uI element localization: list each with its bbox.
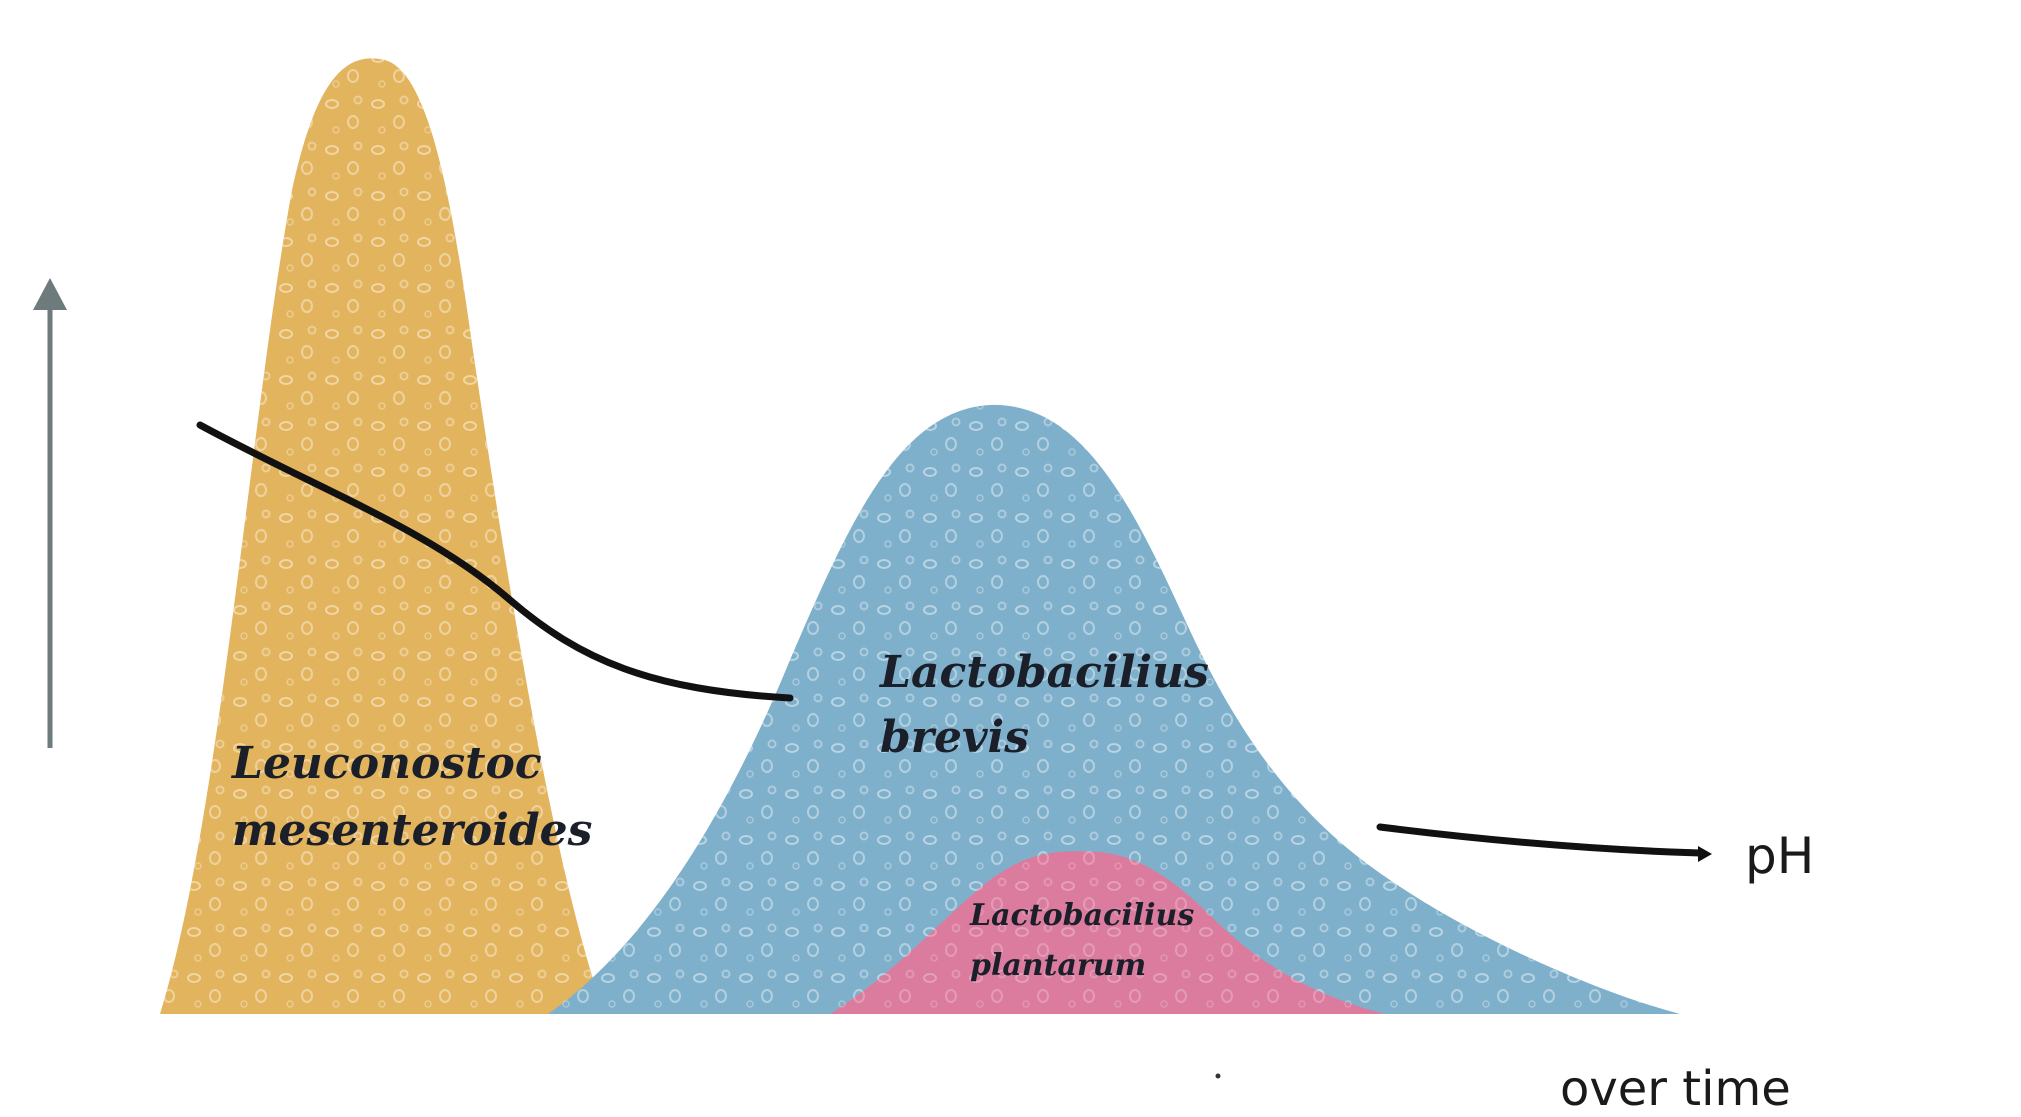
stray-dot — [1215, 1073, 1221, 1079]
vertical-axis-arrow — [33, 278, 67, 748]
ph-curve — [196, 421, 1712, 862]
ph-line-arrowhead — [1698, 846, 1712, 862]
plantarum-label-line2: plantarum — [970, 948, 1146, 983]
leuconostoc-peak — [160, 58, 605, 1015]
plantarum-label-line1: Lactobacilius — [969, 898, 1194, 933]
axis-arrowhead — [33, 278, 67, 310]
ph-label: pH — [1745, 827, 1814, 885]
brevis-peak — [548, 404, 1680, 1014]
brevis-texture — [548, 404, 1680, 1014]
brevis-label-line1: Lactobacilius — [878, 647, 1209, 698]
leuconostoc-label-line2: mesenteroides — [232, 805, 592, 856]
brevis-label-line2: brevis — [880, 712, 1029, 763]
time-axis-label: over time — [1560, 1061, 1791, 1117]
plantarum-texture — [830, 851, 1385, 1014]
ph-line — [196, 421, 1704, 857]
leuconostoc-label-line1: Leuconostoc — [230, 738, 542, 789]
plantarum-peak — [830, 851, 1385, 1014]
leuconostoc-texture — [160, 58, 605, 1015]
